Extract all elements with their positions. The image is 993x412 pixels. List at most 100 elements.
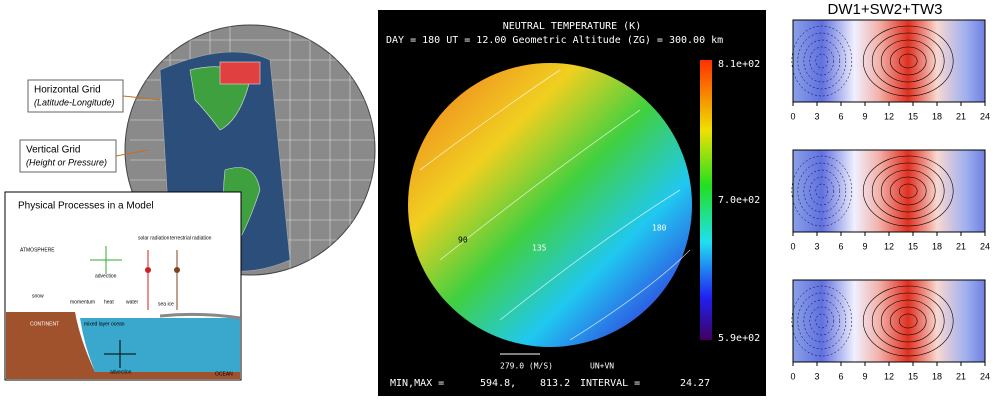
colorbar-label: 5.9e+02 (718, 333, 760, 344)
label: terrestrial radiation (170, 235, 212, 241)
x-tick-label: 21 (956, 241, 966, 251)
label: OCEAN (215, 371, 233, 377)
x-tick-label: 6 (838, 241, 843, 251)
x-tick-label: 24 (980, 371, 990, 381)
x-tick-label: 3 (814, 241, 819, 251)
contour (791, 155, 853, 227)
x-tick-label: 18 (932, 111, 942, 121)
sea-ice (159, 312, 241, 320)
colorbar-label: 8.1e+02 (718, 59, 760, 70)
inset-title: Physical Processes in a Model (18, 201, 154, 212)
label: heat (104, 299, 114, 305)
contour (815, 53, 829, 69)
label: 24.27 (680, 378, 710, 389)
label: (Height or Pressure) (26, 157, 107, 167)
land (6, 312, 240, 379)
contour (809, 306, 835, 336)
label: Vertical Grid (26, 145, 80, 156)
x-tick-label: 18 (932, 371, 942, 381)
contour (797, 292, 847, 350)
contour (803, 299, 841, 343)
label: 594.8, (480, 378, 516, 389)
x-tick-label: 15 (908, 371, 918, 381)
contour (871, 292, 945, 350)
x-tick-label: 21 (956, 371, 966, 381)
contour-panels: 0 3 6 9 12 15 18 21 24 0 3 6 9 12 15 18 21 24 0 3 6 9 12 15 18 21… (790, 19, 990, 381)
label: ATMOSPHERE (20, 247, 55, 253)
x-tick-label: 0 (790, 111, 795, 121)
contour (862, 25, 954, 97)
label: MIN,MAX = (390, 378, 444, 389)
label: snow (32, 293, 44, 299)
contour (803, 169, 841, 213)
colorbar (700, 60, 712, 340)
pointer (115, 149, 149, 157)
x-tick-label: 6 (838, 111, 843, 121)
x-tick-label: 24 (980, 241, 990, 251)
x-tick-label: 3 (814, 371, 819, 381)
contour (815, 183, 829, 199)
label: momentum (70, 299, 95, 305)
contour (803, 39, 841, 83)
contour (809, 46, 835, 76)
contour-panel (792, 149, 986, 233)
x-tick-label: 3 (814, 111, 819, 121)
contour-label: 90 (458, 236, 468, 245)
label: advection (110, 369, 132, 375)
x-tick-label: 0 (790, 371, 795, 381)
x-tick-label: 12 (884, 371, 894, 381)
label: sea ice (158, 301, 174, 307)
label: solar radiation (138, 235, 170, 241)
label: mixed layer ocean (84, 321, 125, 327)
x-tick-label: 15 (908, 241, 918, 251)
x-tick-label: 9 (862, 241, 867, 251)
x-tick-label: 24 (980, 111, 990, 121)
arrow (104, 340, 136, 368)
contour-panel (792, 19, 986, 103)
x-tick-label: 9 (862, 111, 867, 121)
x-tick-label: 18 (932, 241, 942, 251)
label: UN+VN (590, 362, 614, 371)
contours (419, 69, 691, 341)
map-subtitle: DAY = 180 UT = 12.00 Geometric Altitude … (386, 35, 723, 46)
contour (880, 169, 936, 213)
icon (174, 267, 180, 273)
colorbar-label: 7.0e+02 (718, 195, 760, 206)
contour (889, 176, 927, 206)
contour (889, 46, 927, 76)
contour-panel (792, 279, 986, 363)
contour (791, 25, 853, 97)
x-tick-label: 12 (884, 241, 894, 251)
contour (898, 313, 918, 329)
label: advection (95, 273, 117, 279)
contour (898, 183, 918, 199)
x-tick-label: 15 (908, 111, 918, 121)
x-tick-label: 21 (956, 111, 966, 121)
x-tick-label: 6 (838, 371, 843, 381)
label: water (126, 299, 139, 305)
label: Horizontal Grid (34, 85, 101, 96)
contour (797, 32, 847, 90)
x-tick-label: 12 (884, 111, 894, 121)
label-box (19, 139, 117, 173)
contour (871, 32, 945, 90)
contour-label: 135 (532, 244, 547, 253)
contour (880, 39, 936, 83)
label: (Latitude-Longitude) (34, 97, 115, 107)
contour (797, 162, 847, 220)
temperature-map (408, 63, 692, 347)
pointer (122, 95, 161, 101)
icon (145, 267, 151, 273)
contour (791, 285, 853, 357)
label-box (27, 79, 124, 113)
contour-label: 180 (652, 224, 667, 233)
contour (889, 306, 927, 336)
contour (871, 162, 945, 220)
x-tick-label: 9 (862, 371, 867, 381)
contour (862, 285, 954, 357)
label: 813.2 (540, 378, 570, 389)
contour (809, 176, 835, 206)
contour (815, 313, 829, 329)
